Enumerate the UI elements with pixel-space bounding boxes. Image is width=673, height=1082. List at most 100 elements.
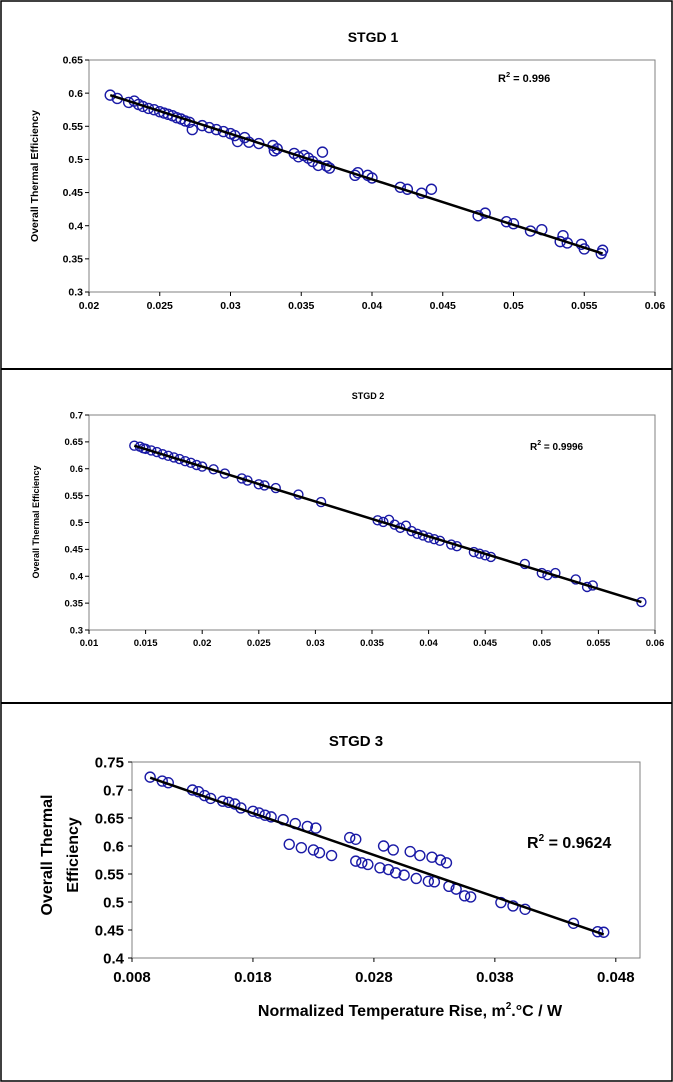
y-tick-label: 0.65 bbox=[63, 55, 84, 67]
r-squared-annotation: R2 = 0.9624 bbox=[527, 833, 611, 852]
data-point bbox=[458, 890, 471, 902]
chart-panel-stgd-3: STGD 3 0.4 0.45 0.5 0.55 0.6 0.65 0.7 0.75 0.008… bbox=[39, 733, 641, 1020]
y-tick-label: 0.55 bbox=[63, 121, 84, 133]
x-tick-label: 0.04 bbox=[419, 638, 438, 649]
data-point bbox=[307, 844, 320, 856]
data-point bbox=[377, 840, 390, 852]
axis-ticks: 0.3 0.35 0.4 0.45 0.5 0.55 0.6 0.65 0.02 0.025 0.0… bbox=[63, 55, 666, 312]
data-point bbox=[374, 862, 386, 874]
chart-title: STGD 2 bbox=[352, 391, 385, 401]
y-axis-label: Overall Thermal Efficiency bbox=[31, 465, 41, 578]
data-point bbox=[495, 896, 507, 909]
y-tick-label: 0.65 bbox=[65, 437, 84, 448]
y-tick-label: 0.6 bbox=[103, 838, 124, 855]
y-tick-label: 0.6 bbox=[70, 464, 83, 475]
data-points bbox=[104, 89, 609, 260]
data-point bbox=[414, 849, 426, 862]
data-points bbox=[144, 771, 610, 938]
x-axis-label: Normalized Temperature Rise, m2.°C / W bbox=[258, 1001, 563, 1020]
x-tick-label: 0.02 bbox=[79, 300, 100, 312]
data-point bbox=[636, 596, 647, 608]
data-point bbox=[404, 845, 416, 858]
x-tick-label: 0.05 bbox=[503, 300, 524, 312]
data-point bbox=[129, 440, 140, 451]
x-tick-label: 0.028 bbox=[355, 969, 393, 986]
data-point bbox=[310, 822, 322, 834]
data-point bbox=[387, 844, 399, 856]
data-point bbox=[217, 125, 230, 138]
data-point bbox=[344, 831, 356, 844]
x-tick-label: 0.018 bbox=[234, 969, 272, 986]
data-point bbox=[464, 891, 477, 903]
data-point bbox=[196, 461, 208, 472]
y-tick-label: 0.6 bbox=[68, 88, 83, 100]
y-axis-label-line-1: Overall Thermal bbox=[39, 795, 56, 916]
y-tick-label: 0.45 bbox=[63, 187, 84, 199]
r-squared-annotation: R2 = 0.996 bbox=[498, 70, 550, 85]
trend-line bbox=[149, 776, 605, 936]
data-point bbox=[434, 854, 447, 866]
plot-area bbox=[131, 761, 641, 959]
data-point bbox=[312, 159, 324, 172]
y-axis-label-line-2: Efficiency bbox=[65, 817, 82, 893]
data-point bbox=[325, 849, 338, 862]
axis-ticks: 0.4 0.45 0.5 0.55 0.6 0.65 0.7 0.75 0.008 0.018 0.… bbox=[95, 754, 635, 986]
y-tick-label: 0.3 bbox=[70, 625, 83, 636]
data-point bbox=[382, 863, 395, 876]
x-tick-label: 0.038 bbox=[476, 969, 514, 986]
data-point bbox=[362, 858, 374, 871]
x-tick-label: 0.06 bbox=[645, 300, 666, 312]
y-tick-label: 0.55 bbox=[65, 491, 84, 502]
y-tick-label: 0.65 bbox=[95, 810, 124, 827]
data-point bbox=[422, 875, 435, 887]
y-tick-label: 0.35 bbox=[63, 254, 84, 266]
y-tick-label: 0.45 bbox=[65, 545, 84, 556]
y-tick-label: 0.5 bbox=[68, 154, 83, 166]
x-tick-label: 0.045 bbox=[473, 638, 497, 649]
x-tick-label: 0.045 bbox=[430, 300, 456, 312]
x-tick-label: 0.035 bbox=[360, 638, 384, 649]
data-point bbox=[410, 872, 422, 885]
data-point bbox=[406, 525, 417, 537]
y-tick-label: 0.5 bbox=[103, 894, 124, 911]
x-tick-label: 0.025 bbox=[247, 638, 271, 649]
data-point bbox=[242, 475, 253, 486]
chart-title: STGD 3 bbox=[329, 733, 383, 750]
x-tick-label: 0.01 bbox=[80, 638, 99, 649]
trend-line bbox=[109, 93, 604, 255]
y-tick-label: 0.55 bbox=[95, 866, 124, 883]
x-tick-label: 0.055 bbox=[587, 638, 611, 649]
data-point bbox=[313, 847, 326, 859]
chart-title: STGD 1 bbox=[348, 29, 399, 45]
data-point bbox=[596, 244, 609, 256]
x-tick-label: 0.055 bbox=[571, 300, 597, 312]
data-point bbox=[271, 143, 283, 155]
data-point bbox=[389, 867, 402, 879]
data-point bbox=[144, 771, 156, 783]
chart-panel-stgd-1: STGD 1 0.30.350.40.450.50.550.60.650.02 0… bbox=[29, 29, 665, 312]
x-tick-label: 0.05 bbox=[533, 638, 552, 649]
data-point bbox=[204, 792, 217, 805]
x-tick-label: 0.025 bbox=[147, 300, 173, 312]
data-point bbox=[350, 833, 362, 845]
data-point bbox=[316, 146, 329, 158]
data-point bbox=[295, 841, 308, 854]
data-point bbox=[186, 123, 198, 136]
y-tick-label: 0.5 bbox=[70, 518, 84, 529]
x-tick-label: 0.035 bbox=[288, 300, 314, 312]
chart-panel-stgd-2: STGD 2 0.30.350.40.450.50.550.60.650.70.… bbox=[31, 391, 664, 649]
data-point bbox=[398, 869, 410, 881]
data-point bbox=[440, 857, 453, 869]
x-tick-label: 0.015 bbox=[134, 638, 158, 649]
y-tick-label: 0.35 bbox=[65, 598, 84, 609]
y-tick-label: 0.3 bbox=[68, 287, 83, 299]
data-point bbox=[350, 855, 362, 867]
data-point bbox=[104, 89, 116, 101]
x-tick-label: 0.06 bbox=[646, 638, 665, 649]
y-tick-label: 0.7 bbox=[70, 410, 83, 421]
data-point bbox=[356, 857, 368, 869]
data-point bbox=[283, 838, 295, 851]
y-tick-label: 0.4 bbox=[68, 220, 83, 232]
